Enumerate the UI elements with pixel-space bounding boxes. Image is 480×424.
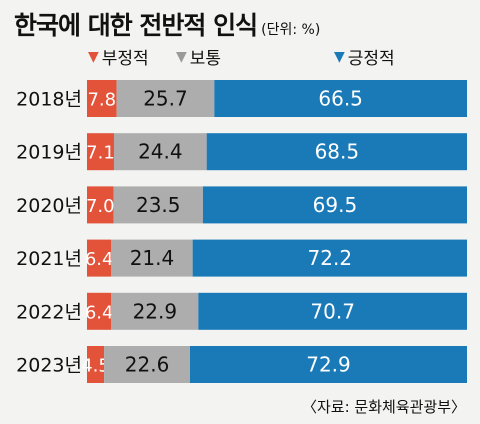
value-label-negative: 6.4 <box>85 249 114 270</box>
legend-neutral: ▼ 보통 <box>176 44 222 70</box>
value-label-neutral: 22.9 <box>133 299 178 323</box>
bar-positive <box>214 80 467 117</box>
bar-negative <box>87 186 114 224</box>
value-label-neutral: 21.4 <box>130 246 175 270</box>
value-label-positive: 70.7 <box>310 299 355 323</box>
value-label-negative: 4.5 <box>81 356 110 377</box>
legend-neutral-label: 보통 <box>189 49 222 69</box>
bar-neutral <box>111 292 199 330</box>
bar-neutral <box>104 346 190 383</box>
value-label-neutral: 24.4 <box>138 140 183 164</box>
bar-neutral <box>111 239 193 277</box>
negative-marker-icon: ▼ <box>88 48 99 65</box>
value-label-positive: 69.5 <box>313 193 358 217</box>
chart-title: 한국에 대한 전반적 인식 <box>14 11 258 40</box>
year-label: 2023년 <box>16 355 82 377</box>
bar-positive <box>206 133 467 171</box>
bar-positive <box>198 292 467 330</box>
bar-negative <box>87 292 112 330</box>
bar-negative <box>87 133 114 171</box>
neutral-marker-icon: ▼ <box>176 48 187 65</box>
year-label: 2018년 <box>16 89 82 111</box>
value-label-neutral: 25.7 <box>143 87 188 111</box>
value-label-negative: 7.8 <box>87 90 116 111</box>
unit-label: (단위: %) <box>261 22 321 38</box>
legend-negative-label: 부정적 <box>101 49 149 69</box>
legend-positive: ▼ 긍정적 <box>334 44 395 70</box>
value-label-negative: 7.1 <box>86 143 115 164</box>
year-label: 2019년 <box>16 142 82 164</box>
source-note: 〈자료: 문화체육관광부〉 <box>301 398 466 416</box>
bar-positive <box>202 186 467 224</box>
positive-marker-icon: ▼ <box>334 48 345 65</box>
bar-positive <box>189 346 468 383</box>
bar-positive <box>192 239 467 277</box>
bar-neutral <box>113 186 203 224</box>
value-label-neutral: 22.6 <box>125 353 170 377</box>
bar-negative <box>87 80 117 117</box>
legend-positive-label: 긍정적 <box>347 49 395 69</box>
bar-negative <box>87 346 105 383</box>
value-label-negative: 6.4 <box>85 302 114 323</box>
value-label-positive: 72.9 <box>306 353 351 377</box>
bar-negative <box>87 239 112 277</box>
chart-title-block: 한국에 대한 전반적 인식 (단위: %) <box>14 6 320 42</box>
year-label: 2021년 <box>16 248 82 270</box>
value-label-positive: 68.5 <box>315 140 360 164</box>
bar-neutral <box>116 80 215 117</box>
year-label: 2022년 <box>16 301 82 323</box>
year-label: 2020년 <box>16 195 82 217</box>
value-label-neutral: 23.5 <box>136 193 181 217</box>
legend-negative: ▼ 부정적 <box>88 44 149 70</box>
value-label-positive: 72.2 <box>308 246 353 270</box>
value-label-positive: 66.5 <box>318 87 363 111</box>
value-label-negative: 7.0 <box>86 196 115 217</box>
bar-neutral <box>113 133 207 171</box>
